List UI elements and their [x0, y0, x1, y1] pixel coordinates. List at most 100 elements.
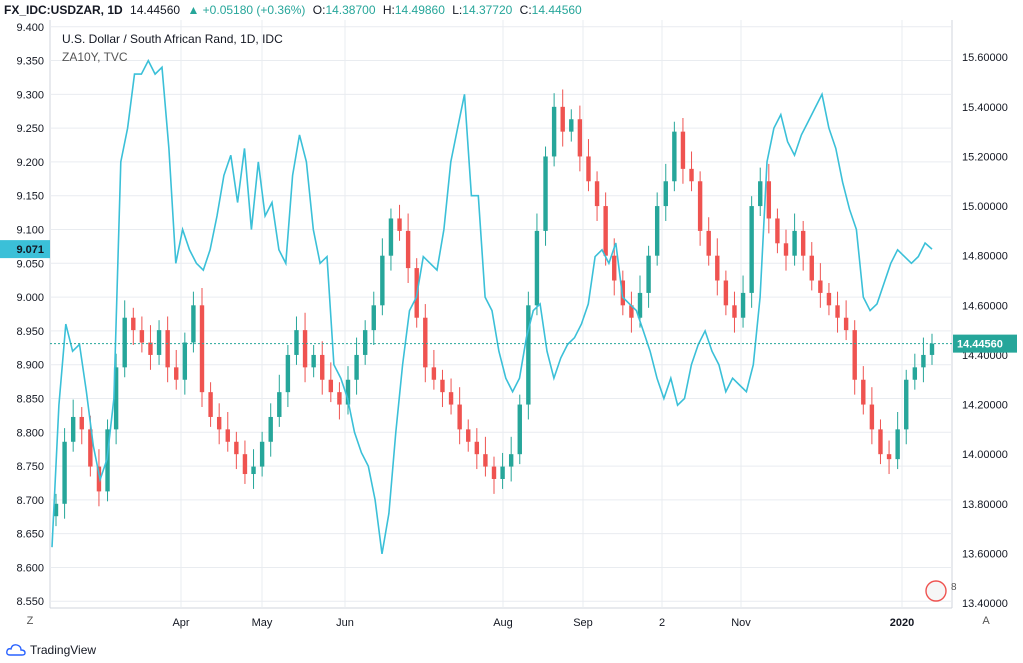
right-axis-tick: 14.60000: [962, 300, 1008, 312]
candle: [388, 208, 394, 271]
candle: [526, 291, 531, 420]
time-axis-tick: Sep: [573, 617, 593, 629]
right-axis-tick: 14.00000: [962, 449, 1008, 461]
left-axis-tick: 9.300: [16, 89, 44, 101]
left-axis-tick: 8.900: [16, 360, 44, 372]
candle: [457, 387, 462, 445]
close-label: C:: [519, 3, 532, 17]
candle: [311, 345, 316, 378]
right-price-label-bg: [953, 334, 1017, 353]
legend-overlay-series: ZA10Y, TVC: [62, 50, 128, 64]
candle: [543, 146, 548, 246]
candle: [466, 419, 471, 452]
candle: [423, 304, 428, 383]
candle: [783, 229, 789, 271]
candle: [603, 192, 608, 266]
candle: [191, 291, 196, 353]
low-value: 14.37720: [462, 3, 513, 17]
candle: [62, 428, 67, 519]
candle: [122, 300, 127, 378]
candle: [113, 353, 119, 445]
candle: [302, 312, 308, 383]
chart-grid: [49, 20, 953, 609]
legend-main-series: U.S. Dollar / South African Rand, 1D, ID…: [62, 32, 283, 46]
candle: [715, 238, 720, 296]
last-price: 14.44560: [130, 3, 181, 17]
candle: [345, 366, 351, 415]
candle: [775, 208, 780, 254]
brand-name: TradingView: [30, 643, 97, 657]
auto-scale-button[interactable]: A: [982, 615, 990, 627]
candle: [105, 419, 110, 502]
candlestick-series: [53, 89, 935, 527]
candle: [818, 263, 823, 308]
candle: [474, 428, 480, 470]
chart-header: FX_IDC:USDZAR, 1D 14.44560 ▲ +0.05180 (+…: [0, 0, 1023, 20]
candle: [320, 341, 325, 395]
candle: [174, 349, 179, 390]
left-axis-tick: 9.000: [16, 292, 44, 304]
price-chart[interactable]: 9.400 9.350 9.300 9.250 9.200 9.150 9.100 9.050…: [0, 20, 1023, 640]
candle: [809, 242, 814, 291]
left-axis-tick: 8.650: [16, 529, 44, 541]
candle: [689, 151, 694, 192]
candle: [886, 440, 892, 475]
candle: [216, 403, 222, 445]
close-value: 14.44560: [531, 3, 582, 17]
candle: [904, 369, 909, 445]
time-axis: Apr May Jun Aug Sep 2 Nov 2020: [172, 617, 914, 629]
candle: [285, 345, 291, 408]
right-axis-tick: 15.00000: [962, 201, 1008, 213]
left-axis-tick: 9.350: [16, 56, 44, 68]
right-axis-tick: 15.60000: [962, 52, 1008, 64]
candle: [268, 403, 273, 457]
time-axis-tick: Jun: [336, 617, 354, 629]
candle: [491, 456, 497, 494]
time-axis-tick: Aug: [493, 617, 513, 629]
candle: [165, 316, 170, 383]
candle: [431, 349, 437, 390]
up-arrow-icon: ▲: [187, 3, 200, 17]
right-axis-tick: 14.20000: [962, 400, 1008, 412]
candle: [697, 171, 703, 246]
left-price-label-bg: [0, 240, 50, 259]
candle: [861, 366, 866, 415]
candle: [800, 220, 806, 271]
candle: [53, 493, 59, 527]
candle: [259, 431, 265, 477]
candle: [508, 436, 514, 482]
candle: [70, 399, 76, 452]
candle: [337, 382, 342, 420]
high-label: H:: [382, 3, 395, 17]
candle: [766, 163, 772, 234]
candle: [663, 163, 668, 221]
right-axis-tick: 15.20000: [962, 151, 1008, 163]
candle: [148, 325, 153, 370]
zoom-reset-button[interactable]: Z: [26, 615, 34, 627]
events-badge[interactable]: 8: [925, 580, 957, 602]
candle: [869, 387, 875, 445]
left-axis-tick: 8.850: [16, 393, 44, 405]
right-price-axis: 15.60000 15.40000 15.20000 15.00000 14.80000…: [953, 52, 1017, 610]
chart-legend: U.S. Dollar / South African Rand, 1D, ID…: [62, 30, 283, 66]
candle: [560, 89, 565, 147]
price-change: +0.05180 (+0.36%): [202, 3, 306, 17]
candle: [912, 353, 918, 390]
candle: [294, 316, 299, 365]
candle: [448, 378, 454, 415]
candle: [199, 287, 205, 408]
candle: [251, 449, 256, 489]
candle: [397, 204, 402, 241]
candle: [79, 407, 84, 445]
candle: [577, 105, 583, 172]
tradingview-logo[interactable]: TradingView: [6, 643, 96, 657]
candle: [500, 452, 505, 489]
left-axis-tick: 9.100: [16, 225, 44, 237]
right-axis-tick: 15.40000: [962, 102, 1008, 114]
time-axis-tick: May: [252, 617, 273, 629]
candle: [672, 121, 677, 192]
low-label: L:: [452, 3, 463, 17]
candle: [646, 245, 651, 308]
symbol-label[interactable]: FX_IDC:USDZAR, 1D: [4, 3, 123, 17]
candle: [586, 139, 591, 192]
